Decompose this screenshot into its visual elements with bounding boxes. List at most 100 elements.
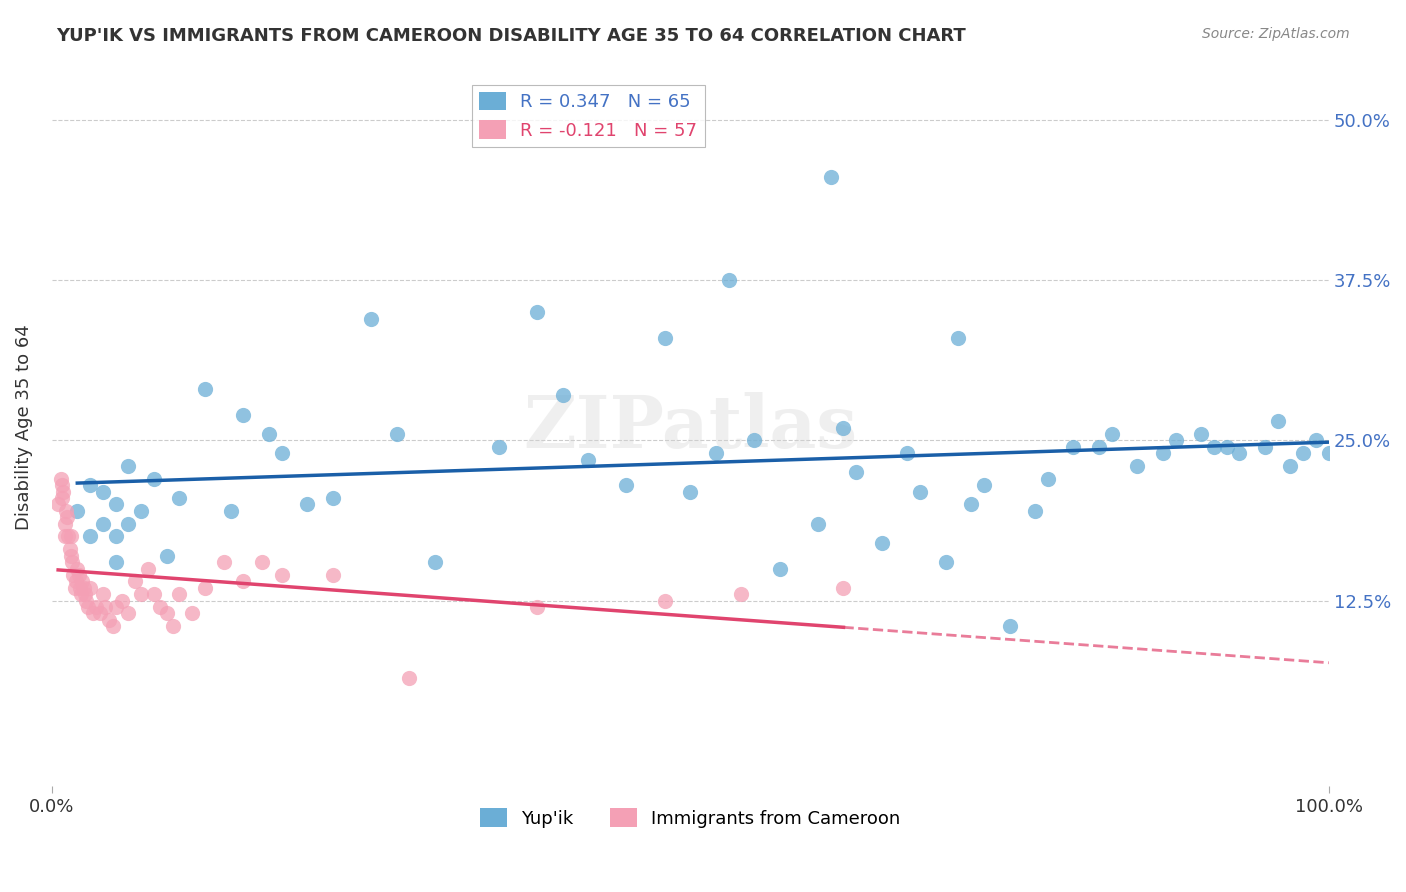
Point bbox=[101, 619, 124, 633]
Point bbox=[896, 446, 918, 460]
Point bbox=[63, 581, 86, 595]
Point bbox=[769, 561, 792, 575]
Point bbox=[59, 529, 82, 543]
Point bbox=[1227, 446, 1250, 460]
Point bbox=[111, 593, 134, 607]
Point bbox=[94, 599, 117, 614]
Point bbox=[98, 613, 121, 627]
Point bbox=[117, 516, 139, 531]
Point bbox=[820, 170, 842, 185]
Point bbox=[181, 607, 204, 621]
Y-axis label: Disability Age 35 to 64: Disability Age 35 to 64 bbox=[15, 325, 32, 531]
Text: YUP'IK VS IMMIGRANTS FROM CAMEROON DISABILITY AGE 35 TO 64 CORRELATION CHART: YUP'IK VS IMMIGRANTS FROM CAMEROON DISAB… bbox=[56, 27, 966, 45]
Point bbox=[73, 581, 96, 595]
Text: ZIPatlas: ZIPatlas bbox=[523, 392, 858, 463]
Point bbox=[1254, 440, 1277, 454]
Point bbox=[104, 529, 127, 543]
Point bbox=[935, 555, 957, 569]
Point bbox=[70, 587, 93, 601]
Point bbox=[1215, 440, 1237, 454]
Point bbox=[654, 331, 676, 345]
Point bbox=[49, 472, 72, 486]
Point bbox=[870, 536, 893, 550]
Point bbox=[232, 574, 254, 589]
Point bbox=[58, 529, 80, 543]
Point bbox=[948, 331, 970, 345]
Point bbox=[423, 555, 446, 569]
Point bbox=[76, 599, 98, 614]
Point bbox=[79, 581, 101, 595]
Point bbox=[51, 491, 73, 505]
Point bbox=[360, 311, 382, 326]
Point bbox=[91, 587, 114, 601]
Point bbox=[56, 510, 79, 524]
Point bbox=[1126, 458, 1149, 473]
Point bbox=[322, 568, 344, 582]
Point bbox=[162, 619, 184, 633]
Point bbox=[156, 549, 179, 563]
Point bbox=[270, 568, 292, 582]
Point bbox=[149, 599, 172, 614]
Point bbox=[91, 516, 114, 531]
Point bbox=[79, 529, 101, 543]
Point bbox=[1202, 440, 1225, 454]
Point bbox=[488, 440, 510, 454]
Point bbox=[1152, 446, 1174, 460]
Point bbox=[1292, 446, 1315, 460]
Point bbox=[832, 581, 855, 595]
Point bbox=[136, 561, 159, 575]
Point bbox=[526, 599, 548, 614]
Point bbox=[60, 555, 83, 569]
Point bbox=[398, 671, 420, 685]
Point bbox=[156, 607, 179, 621]
Point bbox=[973, 478, 995, 492]
Point bbox=[142, 587, 165, 601]
Point bbox=[998, 619, 1021, 633]
Point bbox=[104, 555, 127, 569]
Point bbox=[62, 568, 84, 582]
Point bbox=[66, 561, 89, 575]
Point bbox=[1279, 458, 1302, 473]
Point bbox=[654, 593, 676, 607]
Point bbox=[704, 446, 727, 460]
Point bbox=[53, 529, 76, 543]
Point bbox=[194, 382, 217, 396]
Point bbox=[104, 599, 127, 614]
Point bbox=[1101, 426, 1123, 441]
Point bbox=[82, 607, 104, 621]
Point bbox=[212, 555, 235, 569]
Point bbox=[1062, 440, 1084, 454]
Point bbox=[73, 587, 96, 601]
Point bbox=[385, 426, 408, 441]
Point bbox=[89, 607, 111, 621]
Point bbox=[129, 587, 152, 601]
Point bbox=[1317, 446, 1340, 460]
Point bbox=[219, 504, 242, 518]
Point bbox=[730, 587, 752, 601]
Point bbox=[66, 504, 89, 518]
Point bbox=[1036, 472, 1059, 486]
Point bbox=[322, 491, 344, 505]
Point bbox=[75, 593, 97, 607]
Point bbox=[117, 607, 139, 621]
Legend: Yup'ik, Immigrants from Cameroon: Yup'ik, Immigrants from Cameroon bbox=[472, 801, 908, 835]
Point bbox=[51, 478, 73, 492]
Point bbox=[807, 516, 830, 531]
Point bbox=[1088, 440, 1111, 454]
Point bbox=[67, 568, 90, 582]
Point bbox=[55, 504, 77, 518]
Point bbox=[91, 484, 114, 499]
Point bbox=[69, 581, 91, 595]
Point bbox=[526, 305, 548, 319]
Point bbox=[616, 478, 638, 492]
Point bbox=[124, 574, 146, 589]
Point bbox=[169, 587, 191, 601]
Point bbox=[52, 484, 75, 499]
Point bbox=[576, 452, 599, 467]
Point bbox=[1024, 504, 1046, 518]
Point bbox=[232, 408, 254, 422]
Point bbox=[1189, 426, 1212, 441]
Point bbox=[59, 542, 82, 557]
Text: Source: ZipAtlas.com: Source: ZipAtlas.com bbox=[1202, 27, 1350, 41]
Point bbox=[129, 504, 152, 518]
